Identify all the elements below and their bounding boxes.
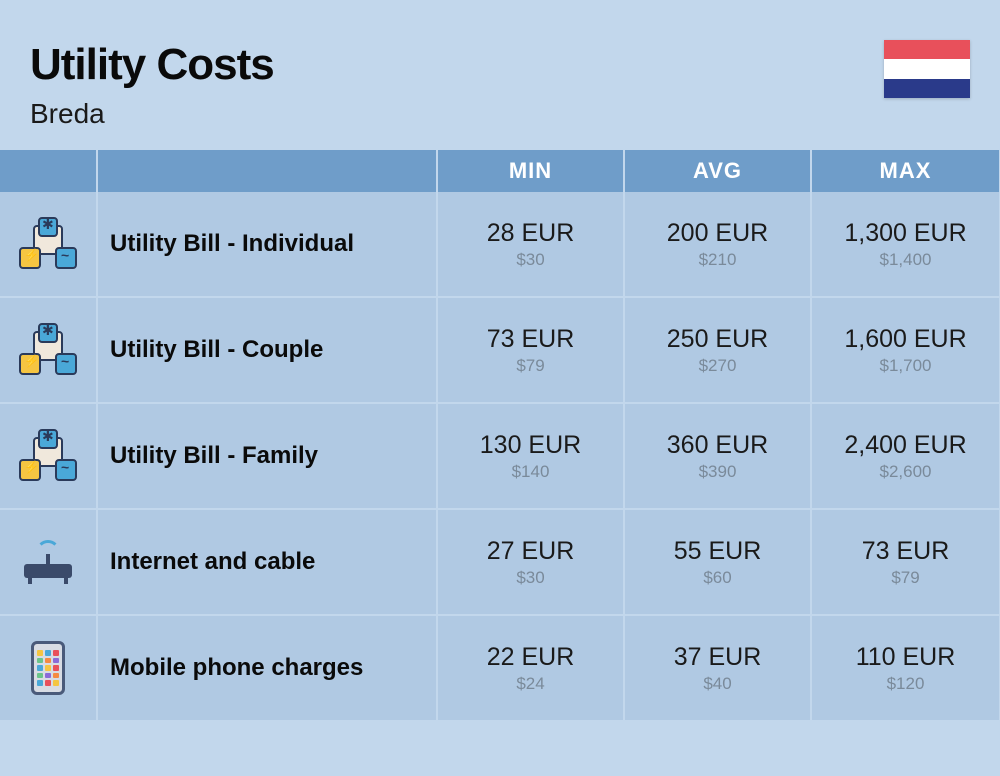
cell-min: 73 EUR$79: [438, 298, 625, 402]
cell-label: Utility Bill - Individual: [98, 192, 438, 296]
utility-icon: [19, 325, 77, 375]
avg-eur: 360 EUR: [667, 431, 768, 460]
row-label: Utility Bill - Individual: [110, 230, 354, 258]
avg-eur: 200 EUR: [667, 219, 768, 248]
max-usd: $2,600: [880, 462, 932, 482]
avg-usd: $270: [699, 356, 737, 376]
avg-eur: 55 EUR: [674, 537, 762, 566]
cell-avg: 37 EUR$40: [625, 616, 812, 720]
max-eur: 1,300 EUR: [844, 219, 966, 248]
cell-icon: [0, 616, 98, 720]
cell-avg: 55 EUR$60: [625, 510, 812, 614]
row-label: Internet and cable: [110, 548, 315, 576]
cell-max: 1,300 EUR$1,400: [812, 192, 999, 296]
min-usd: $79: [516, 356, 544, 376]
max-eur: 73 EUR: [862, 537, 950, 566]
cell-min: 27 EUR$30: [438, 510, 625, 614]
row-label: Utility Bill - Family: [110, 442, 318, 470]
cell-icon: [0, 510, 98, 614]
cell-max: 110 EUR$120: [812, 616, 999, 720]
router-icon: [20, 540, 76, 584]
cell-label: Utility Bill - Family: [98, 404, 438, 508]
max-usd: $1,700: [880, 356, 932, 376]
th-min: MIN: [438, 150, 625, 192]
avg-usd: $210: [699, 250, 737, 270]
th-max: MAX: [812, 150, 999, 192]
max-eur: 2,400 EUR: [844, 431, 966, 460]
th-avg: AVG: [625, 150, 812, 192]
max-eur: 110 EUR: [856, 643, 956, 672]
min-usd: $30: [516, 250, 544, 270]
header: Utility Costs Breda: [0, 0, 1000, 150]
table-row: Utility Bill - Individual28 EUR$30200 EU…: [0, 192, 1000, 298]
table-row: Utility Bill - Family130 EUR$140360 EUR$…: [0, 404, 1000, 510]
max-usd: $79: [891, 568, 919, 588]
avg-usd: $390: [699, 462, 737, 482]
cell-avg: 250 EUR$270: [625, 298, 812, 402]
flag-stripe-red: [884, 40, 970, 59]
table-row: Utility Bill - Couple73 EUR$79250 EUR$27…: [0, 298, 1000, 404]
min-eur: 27 EUR: [487, 537, 575, 566]
row-label: Utility Bill - Couple: [110, 336, 323, 364]
min-eur: 22 EUR: [487, 643, 575, 672]
title-block: Utility Costs Breda: [30, 40, 274, 130]
th-label: [98, 150, 438, 192]
flag-stripe-blue: [884, 79, 970, 98]
cell-min: 22 EUR$24: [438, 616, 625, 720]
cell-max: 1,600 EUR$1,700: [812, 298, 999, 402]
cell-label: Utility Bill - Couple: [98, 298, 438, 402]
cell-avg: 200 EUR$210: [625, 192, 812, 296]
table-row: Mobile phone charges22 EUR$2437 EUR$4011…: [0, 616, 1000, 722]
page-title: Utility Costs: [30, 40, 274, 90]
max-usd: $1,400: [880, 250, 932, 270]
min-usd: $24: [516, 674, 544, 694]
cell-label: Internet and cable: [98, 510, 438, 614]
cell-min: 28 EUR$30: [438, 192, 625, 296]
netherlands-flag-icon: [884, 40, 970, 98]
cell-icon: [0, 404, 98, 508]
avg-usd: $60: [703, 568, 731, 588]
utility-icon: [19, 219, 77, 269]
table-body: Utility Bill - Individual28 EUR$30200 EU…: [0, 192, 1000, 722]
flag-stripe-white: [884, 59, 970, 78]
cell-max: 73 EUR$79: [812, 510, 999, 614]
th-icon: [0, 150, 98, 192]
max-usd: $120: [887, 674, 925, 694]
cell-max: 2,400 EUR$2,600: [812, 404, 999, 508]
cell-label: Mobile phone charges: [98, 616, 438, 720]
min-eur: 130 EUR: [480, 431, 581, 460]
cell-icon: [0, 298, 98, 402]
avg-usd: $40: [703, 674, 731, 694]
table-header-row: MIN AVG MAX: [0, 150, 1000, 192]
table-row: Internet and cable27 EUR$3055 EUR$6073 E…: [0, 510, 1000, 616]
min-eur: 73 EUR: [487, 325, 575, 354]
min-eur: 28 EUR: [487, 219, 575, 248]
cell-icon: [0, 192, 98, 296]
cell-min: 130 EUR$140: [438, 404, 625, 508]
cell-avg: 360 EUR$390: [625, 404, 812, 508]
phone-icon: [31, 641, 65, 695]
row-label: Mobile phone charges: [110, 654, 363, 682]
cost-table: MIN AVG MAX Utility Bill - Individual 28 …: [0, 150, 1000, 722]
utility-icon: [19, 431, 77, 481]
min-usd: $30: [516, 568, 544, 588]
avg-eur: 250 EUR: [667, 325, 768, 354]
max-eur: 1,600 EUR: [844, 325, 966, 354]
min-usd: $140: [512, 462, 550, 482]
avg-eur: 37 EUR: [674, 643, 762, 672]
page-subtitle: Breda: [30, 98, 274, 130]
